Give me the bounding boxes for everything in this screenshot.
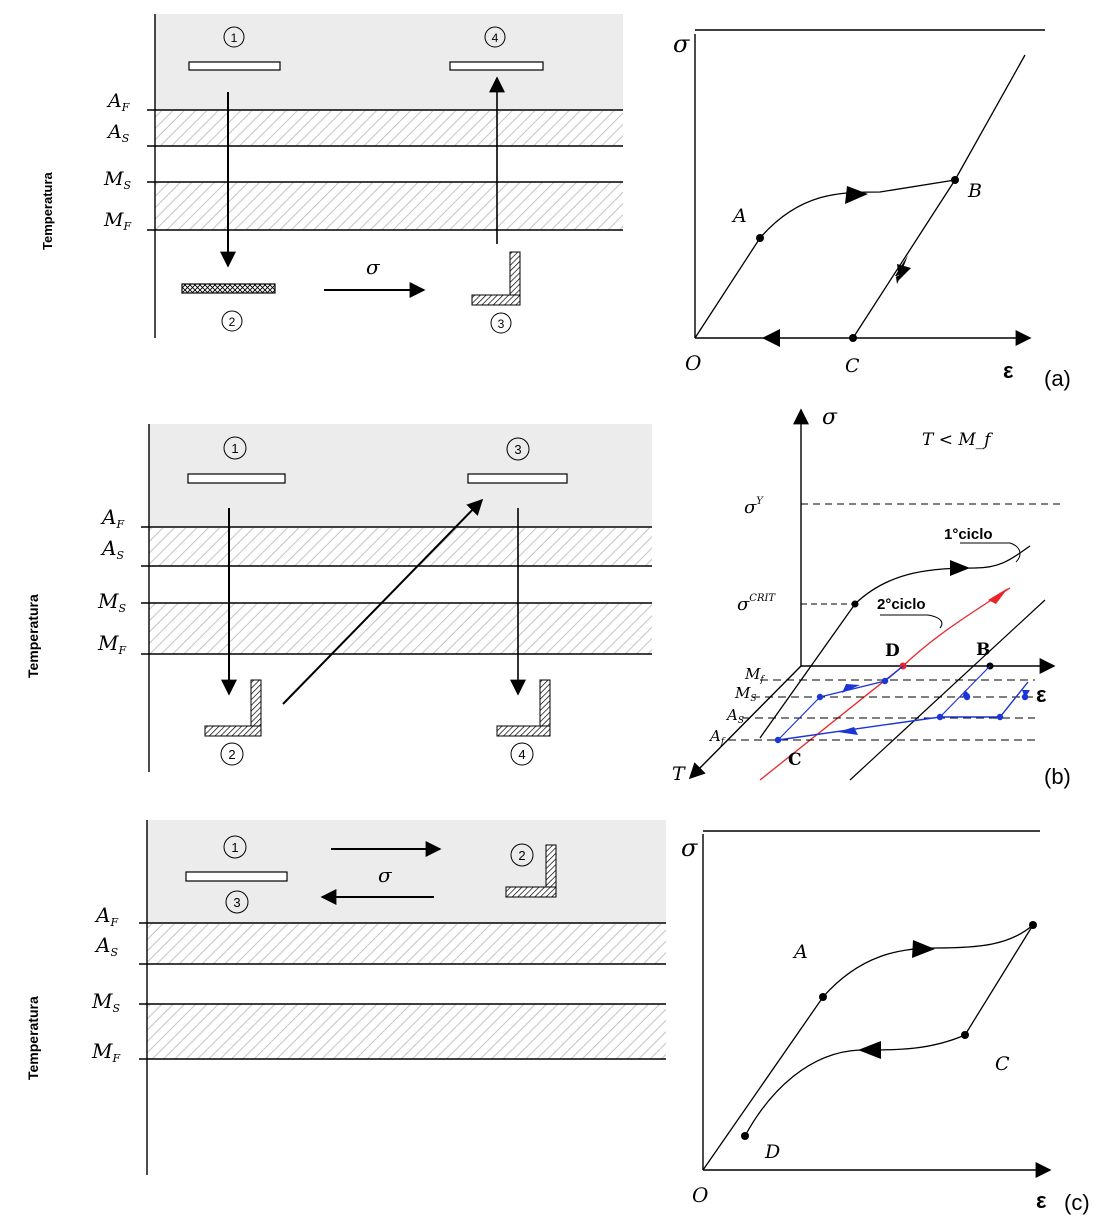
svg-text:3: 3 — [233, 895, 240, 910]
sigma-axis-label: σ — [822, 405, 838, 430]
point-d-label: D — [764, 1141, 780, 1163]
specimen-bent — [471, 251, 521, 306]
svg-text:2: 2 — [229, 315, 236, 329]
specimen-straight — [185, 871, 288, 882]
panel-b-3d-graph: σ T ε T < M_f σY σCRIT 1°ciclo 2°ciclo B… — [672, 405, 1071, 789]
t-level-af: Af — [708, 727, 726, 747]
svg-text:1: 1 — [231, 840, 238, 855]
state-3-circle: 3 — [490, 312, 512, 334]
point-c-label: C — [788, 750, 802, 770]
point-c-label: C — [995, 1053, 1010, 1075]
point-c — [961, 1031, 969, 1039]
sigma-y-label: σY — [744, 496, 764, 518]
stress-label: σ — [366, 255, 381, 279]
state-2-circle: 2 — [510, 843, 534, 867]
specimen-recovered — [467, 473, 568, 484]
specimen-bent-2 — [496, 679, 551, 737]
specimen-recovered — [449, 61, 544, 71]
cycle-2-label: 2°ciclo — [877, 596, 926, 613]
specimen-straight — [188, 61, 281, 71]
temperature-axis-label: Temperatura — [40, 171, 55, 250]
temperature-axis-label: Temperatura — [25, 996, 41, 1080]
point-a — [819, 993, 827, 1001]
panel-c-temperature-diagram: Temperatura AF AS MS MF 1 3 σ 2 — [25, 820, 666, 1175]
state-2-circle: 2 — [220, 742, 244, 766]
level-mf-label: MF — [103, 209, 131, 233]
specimen-straight — [187, 473, 286, 484]
point-d-label: D — [885, 641, 900, 661]
state-4-circle: 4 — [510, 742, 534, 766]
level-mf-label: MF — [97, 631, 126, 657]
panel-a-tag: (a) — [1044, 366, 1071, 391]
state-3-circle: 3 — [225, 890, 249, 914]
panel-a-stress-strain-graph: σ O ε A B C (a) — [673, 29, 1071, 391]
origin-label: O — [685, 351, 701, 375]
level-as-label: AS — [94, 933, 118, 959]
epsilon-axis-label: ε — [1036, 1188, 1047, 1213]
svg-text:2: 2 — [228, 747, 235, 762]
specimen-twinned — [181, 283, 276, 294]
point-b — [951, 176, 959, 184]
state-4-circle: 4 — [484, 26, 506, 48]
point-d — [741, 1132, 749, 1140]
t-level-ms: MS — [734, 684, 757, 704]
epsilon-axis-label: ε — [1036, 682, 1047, 707]
level-mf-label: MF — [91, 1039, 120, 1065]
state-1-circle: 1 — [223, 26, 245, 48]
level-af-label: AF — [100, 505, 124, 531]
specimen-bent — [505, 844, 557, 898]
svg-text:3: 3 — [498, 317, 505, 331]
point-c-label: C — [845, 355, 860, 377]
cycle-1-label: 1°ciclo — [944, 526, 993, 543]
level-af-label: AF — [106, 90, 130, 114]
svg-text:1: 1 — [231, 31, 238, 45]
state-2-circle: 2 — [221, 310, 243, 332]
svg-text:4: 4 — [492, 31, 499, 45]
svg-text:2: 2 — [518, 848, 525, 863]
level-ms-label: MS — [103, 168, 131, 192]
point-a-label: A — [731, 205, 747, 227]
origin-label: O — [692, 1183, 708, 1207]
level-as-label: AS — [106, 121, 130, 145]
sigma-axis-label: σ — [681, 834, 698, 862]
level-as-label: AS — [100, 536, 124, 562]
svg-text:3: 3 — [514, 442, 521, 457]
point-a-label: A — [792, 941, 808, 963]
heating-arrow — [282, 498, 484, 705]
specimen-bent — [204, 679, 262, 737]
level-ms-label: MS — [91, 989, 120, 1015]
sigma-crit-label: σCRIT — [737, 593, 776, 615]
point-top — [1029, 921, 1037, 929]
epsilon-axis-label: ε — [1003, 358, 1014, 383]
point-c — [849, 334, 857, 342]
panel-a-temperature-diagram: Temperatura AF AS MS MF 1 4 2 σ — [40, 14, 623, 338]
panel-c-tag: (c) — [1064, 1190, 1090, 1215]
svg-text:4: 4 — [518, 747, 525, 762]
level-af-label: AF — [94, 903, 118, 929]
condition-label: T < M_f — [922, 430, 993, 450]
t-level-mf: Mf — [744, 665, 765, 685]
state-3-circle: 3 — [506, 437, 530, 461]
t-level-as: AS — [725, 706, 744, 726]
stress-label: σ — [378, 863, 393, 887]
panel-c-stress-strain-graph: σ O ε A C D (c) — [681, 830, 1090, 1215]
t-axis-label: T — [672, 763, 686, 785]
state-1-circle: 1 — [223, 436, 247, 460]
svg-text:1: 1 — [231, 441, 238, 456]
sigma-axis-label: σ — [673, 30, 690, 58]
panel-b-tag: (b) — [1044, 764, 1071, 789]
level-ms-label: MS — [97, 589, 126, 615]
point-b-label: B — [967, 180, 982, 202]
panel-b-temperature-diagram: Temperatura AF AS MS MF 1 3 2 — [25, 424, 652, 772]
state-1-circle: 1 — [223, 835, 247, 859]
point-b-label: B — [976, 640, 990, 660]
temperature-axis-label: Temperatura — [25, 594, 41, 678]
point-a — [756, 234, 764, 242]
